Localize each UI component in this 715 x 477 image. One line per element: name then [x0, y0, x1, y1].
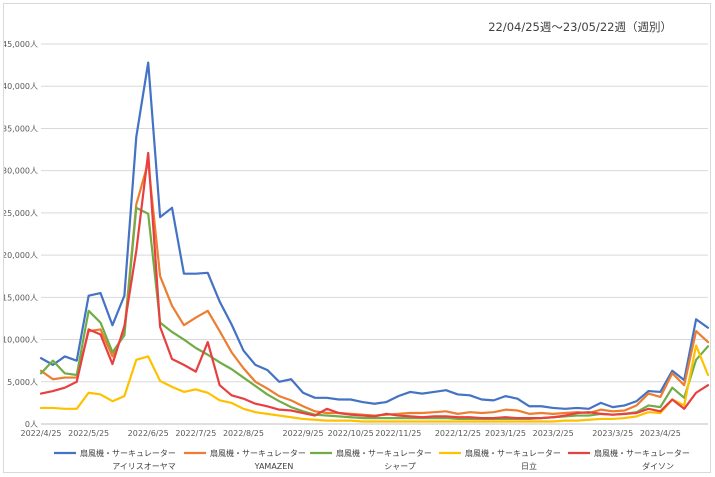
x-tick-label: 2022/7/25 — [175, 429, 216, 438]
legend-brand-name: 日立 — [521, 461, 537, 471]
legend-item-1: 扇風機・サーキュレーター YAMAZEN — [184, 448, 306, 471]
x-tick-label: 2022/10/25 — [328, 429, 374, 438]
x-tick-label: 2022/4/25 — [20, 429, 61, 438]
legend-brand-name: ダイソン — [642, 461, 674, 471]
legend-brand-name: シャープ — [384, 462, 416, 471]
y-tick-label: 20,000人 — [4, 251, 38, 260]
legend-series-name: 扇風機・サーキュレーター — [210, 448, 306, 458]
line-chart: 22/04/25週〜23/05/22週（週別） 0人 5,000人 10,000人 1… — [2, 20, 710, 471]
series-lines — [39, 61, 710, 423]
legend: 扇風機・サーキュレーターアイリスオーヤマ扇風機・サーキュレーターYAMAZEN扇… — [54, 448, 690, 471]
chart-frame: 22/04/25週〜23/05/22週（週別） 0人 5,000人 10,000人 1… — [2, 3, 711, 473]
x-tick-label: 2022/11/25 — [375, 429, 421, 438]
y-tick-label: 25,000人 — [4, 209, 38, 218]
y-tick-label: 40,000人 — [4, 82, 38, 91]
legend-series-name: 扇風機・サーキュレーター — [465, 448, 561, 458]
x-tick-label: 2022/12/25 — [435, 429, 481, 438]
legend-series-name: 扇風機・サーキュレーター — [336, 448, 432, 458]
y-tick-label: 5,000人 — [7, 378, 38, 387]
x-tick-label: 2022/9/25 — [283, 429, 324, 438]
chart-title: 22/04/25週〜23/05/22週（週別） — [488, 20, 672, 34]
series-line-2 — [39, 206, 710, 421]
y-tick-label: 0人 — [25, 420, 38, 429]
series-line-4 — [39, 151, 710, 420]
y-tick-label: 45,000人 — [4, 40, 38, 49]
legend-series-name: 扇風機・サーキュレーター — [80, 448, 176, 458]
x-tick-label: 2023/2/25 — [533, 429, 574, 438]
x-tick-label: 2022/8/25 — [223, 429, 264, 438]
y-tick-label: 10,000人 — [4, 336, 38, 345]
x-tick-label: 2022/5/25 — [68, 429, 109, 438]
x-tick-label: 2023/3/25 — [592, 429, 633, 438]
series-line-3 — [39, 344, 710, 423]
x-tick-label: 2022/6/25 — [128, 429, 169, 438]
x-tick-label: 2023/4/25 — [640, 429, 681, 438]
x-tick-label: 2023/1/25 — [485, 429, 526, 438]
y-axis-tick-labels: 0人 5,000人 10,000人 15,000人 20,000人 25,000人 30,0… — [2, 40, 38, 429]
y-tick-label: 35,000人 — [4, 124, 38, 133]
series-line-0 — [39, 61, 710, 410]
x-axis-tick-labels: 2022/4/25 2022/5/25 2022/6/25 2022/7/25 2022… — [20, 429, 680, 438]
legend-series-name: 扇風機・サーキュレーター — [594, 448, 690, 458]
legend-brand-name: YAMAZEN — [254, 462, 294, 471]
legend-brand-name: アイリスオーヤマ — [112, 462, 176, 471]
y-tick-label: 15,000人 — [4, 293, 38, 302]
series-line-1 — [39, 161, 710, 417]
y-tick-label: 30,000人 — [4, 167, 38, 176]
